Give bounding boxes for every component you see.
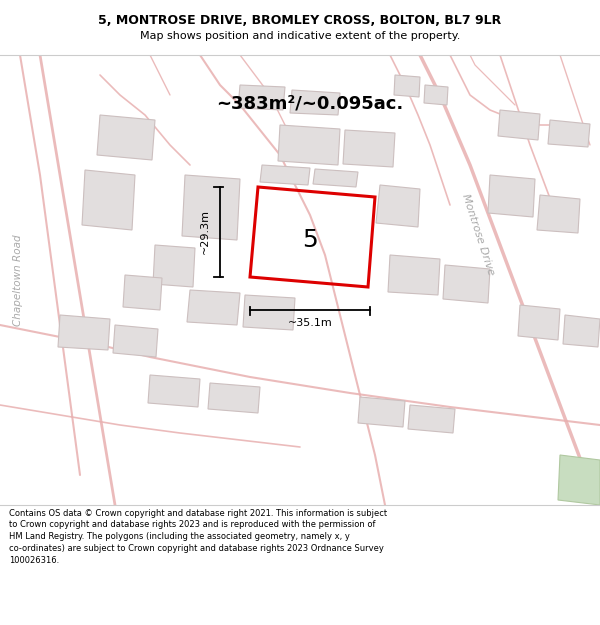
Polygon shape bbox=[82, 170, 135, 230]
Text: 5, MONTROSE DRIVE, BROMLEY CROSS, BOLTON, BL7 9LR: 5, MONTROSE DRIVE, BROMLEY CROSS, BOLTON… bbox=[98, 14, 502, 27]
Polygon shape bbox=[394, 75, 420, 97]
Polygon shape bbox=[58, 315, 110, 350]
Polygon shape bbox=[148, 375, 200, 407]
Polygon shape bbox=[537, 195, 580, 233]
Text: Map shows position and indicative extent of the property.: Map shows position and indicative extent… bbox=[140, 31, 460, 41]
Polygon shape bbox=[187, 290, 240, 325]
Polygon shape bbox=[376, 185, 420, 227]
Polygon shape bbox=[548, 120, 590, 147]
Polygon shape bbox=[498, 110, 540, 140]
Polygon shape bbox=[238, 85, 285, 110]
Polygon shape bbox=[358, 397, 405, 427]
Text: ~29.3m: ~29.3m bbox=[200, 209, 210, 254]
Polygon shape bbox=[123, 275, 162, 310]
Polygon shape bbox=[182, 175, 240, 240]
Polygon shape bbox=[260, 165, 310, 185]
Polygon shape bbox=[488, 175, 535, 217]
Text: ~383m²/~0.095ac.: ~383m²/~0.095ac. bbox=[217, 95, 404, 113]
Polygon shape bbox=[518, 305, 560, 340]
Polygon shape bbox=[563, 315, 600, 347]
Polygon shape bbox=[408, 405, 455, 433]
Polygon shape bbox=[388, 255, 440, 295]
Polygon shape bbox=[558, 455, 600, 505]
Polygon shape bbox=[343, 130, 395, 167]
Polygon shape bbox=[113, 325, 158, 357]
Polygon shape bbox=[153, 245, 195, 287]
Text: Montrose Drive: Montrose Drive bbox=[460, 193, 496, 277]
Polygon shape bbox=[278, 125, 340, 165]
Text: 5: 5 bbox=[302, 228, 318, 252]
Polygon shape bbox=[443, 265, 490, 303]
Text: Contains OS data © Crown copyright and database right 2021. This information is : Contains OS data © Crown copyright and d… bbox=[9, 509, 387, 565]
Text: ~35.1m: ~35.1m bbox=[287, 318, 332, 328]
Polygon shape bbox=[97, 115, 155, 160]
Text: Chapeltown Road: Chapeltown Road bbox=[13, 234, 23, 326]
Polygon shape bbox=[313, 169, 358, 187]
Polygon shape bbox=[208, 383, 260, 413]
Polygon shape bbox=[243, 295, 295, 330]
Polygon shape bbox=[424, 85, 448, 105]
Polygon shape bbox=[290, 90, 340, 115]
